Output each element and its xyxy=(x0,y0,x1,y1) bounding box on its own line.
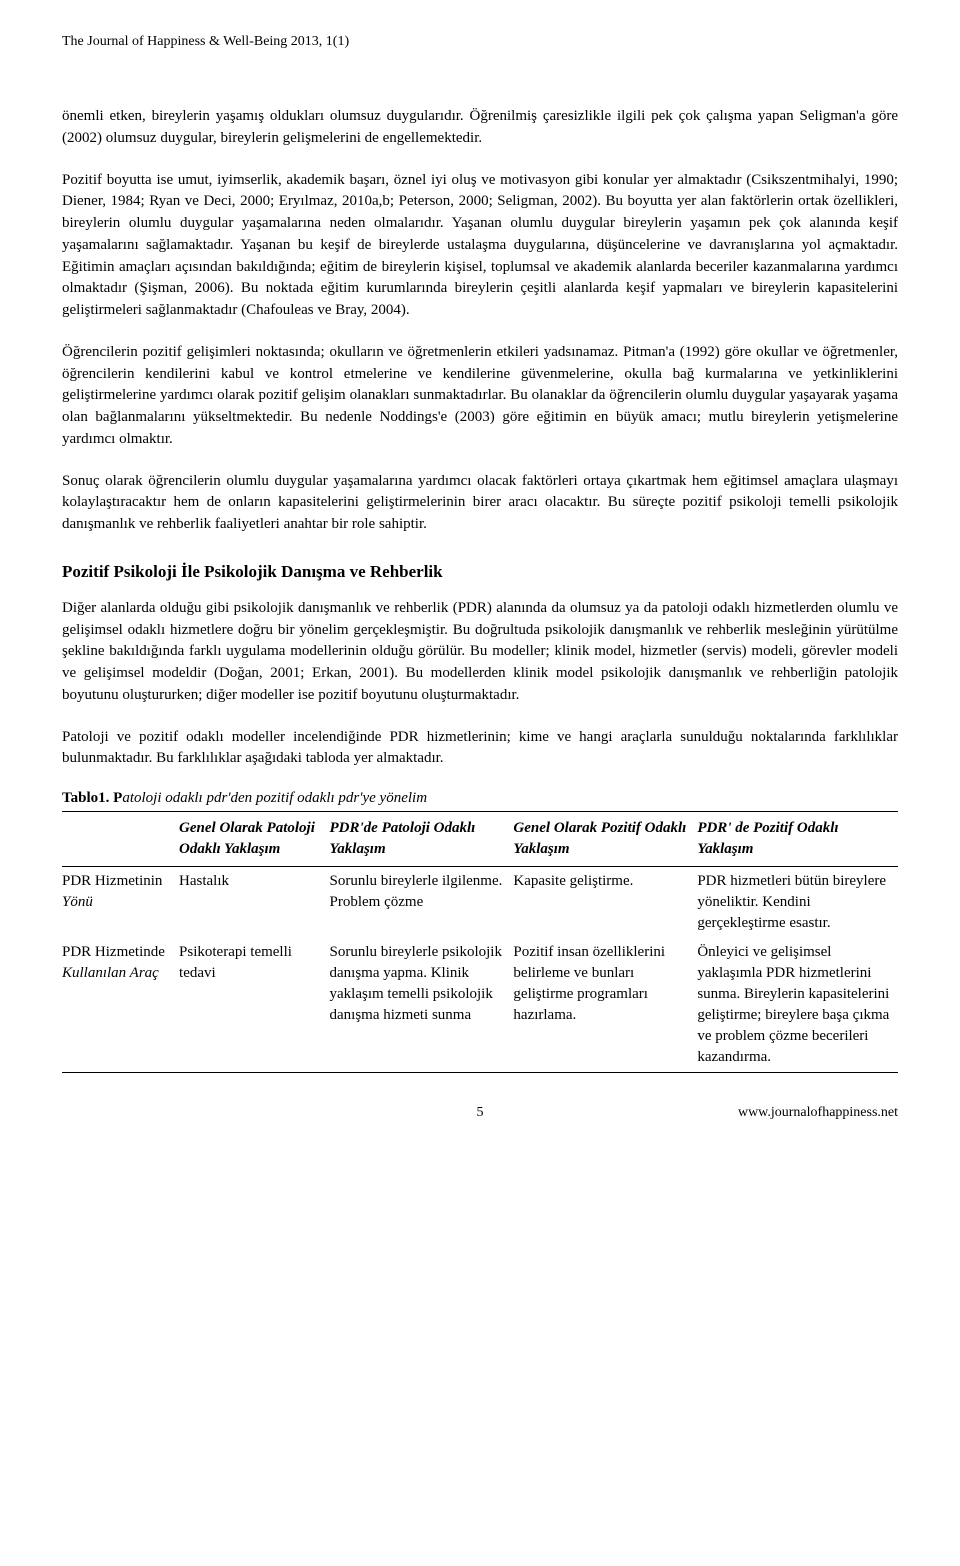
body-paragraph-2: Pozitif boyutta ise umut, iyimserlik, ak… xyxy=(62,170,898,322)
col-header-4: PDR' de Pozitif Odaklı Yaklaşım xyxy=(697,812,898,867)
row-head-2-italic: Kullanılan Araç xyxy=(62,965,159,981)
journal-header: The Journal of Happiness & Well-Being 20… xyxy=(62,34,898,50)
cell-r2-c1: Psikoterapi temelli tedavi xyxy=(179,938,329,1073)
comparison-table: Genel Olarak Patoloji Odaklı Yaklaşım PD… xyxy=(62,811,898,1073)
table-caption-label-italic: atoloji odaklı pdr'den pozitif odaklı pd… xyxy=(122,790,427,806)
row-head-1-plain: PDR Hizmetinin xyxy=(62,873,162,889)
page-container: The Journal of Happiness & Well-Being 20… xyxy=(0,0,960,1161)
table-caption-label-bold: Tablo1. P xyxy=(62,790,122,806)
table-row: PDR Hizmetinde Kullanılan Araç Psikotera… xyxy=(62,938,898,1073)
row-head-1: PDR Hizmetinin Yönü xyxy=(62,867,179,939)
page-number: 5 xyxy=(341,1105,620,1121)
cell-r1-c1: Hastalık xyxy=(179,867,329,939)
cell-r1-c4: PDR hizmetleri bütün bireylere yönelikti… xyxy=(697,867,898,939)
col-header-2: PDR'de Patoloji Odaklı Yaklaşım xyxy=(330,812,514,867)
page-footer: 5 www.journalofhappiness.net xyxy=(62,1105,898,1121)
section-paragraph-2: Patoloji ve pozitif odaklı modeller ince… xyxy=(62,727,898,771)
table-row: PDR Hizmetinin Yönü Hastalık Sorunlu bir… xyxy=(62,867,898,939)
cell-r2-c3: Pozitif insan özelliklerini belirleme ve… xyxy=(513,938,697,1073)
footer-site: www.journalofhappiness.net xyxy=(619,1105,898,1121)
row-head-1-italic: Yönü xyxy=(62,894,93,910)
cell-r2-c2: Sorunlu bireylerle psikolojik danışma ya… xyxy=(330,938,514,1073)
body-paragraph-4: Sonuç olarak öğrencilerin olumlu duygula… xyxy=(62,471,898,536)
table-header-row: Genel Olarak Patoloji Odaklı Yaklaşım PD… xyxy=(62,812,898,867)
table-caption: Tablo1. Patoloji odaklı pdr'den pozitif … xyxy=(62,790,898,807)
body-paragraph-1: önemli etken, bireylerin yaşamış oldukla… xyxy=(62,106,898,150)
cell-r1-c2: Sorunlu bireylerle ilgilenme. Problem çö… xyxy=(330,867,514,939)
row-head-2: PDR Hizmetinde Kullanılan Araç xyxy=(62,938,179,1073)
row-head-2-plain: PDR Hizmetinde xyxy=(62,944,165,960)
cell-r2-c4: Önleyici ve gelişimsel yaklaşımla PDR hi… xyxy=(697,938,898,1073)
body-paragraph-3: Öğrencilerin pozitif gelişimleri noktası… xyxy=(62,342,898,451)
cell-r1-c3: Kapasite geliştirme. xyxy=(513,867,697,939)
section-heading: Pozitif Psikoloji İle Psikolojik Danışma… xyxy=(62,562,898,582)
col-header-1: Genel Olarak Patoloji Odaklı Yaklaşım xyxy=(179,812,329,867)
col-header-3: Genel Olarak Pozitif Odaklı Yaklaşım xyxy=(513,812,697,867)
section-paragraph-1: Diğer alanlarda olduğu gibi psikolojik d… xyxy=(62,598,898,707)
